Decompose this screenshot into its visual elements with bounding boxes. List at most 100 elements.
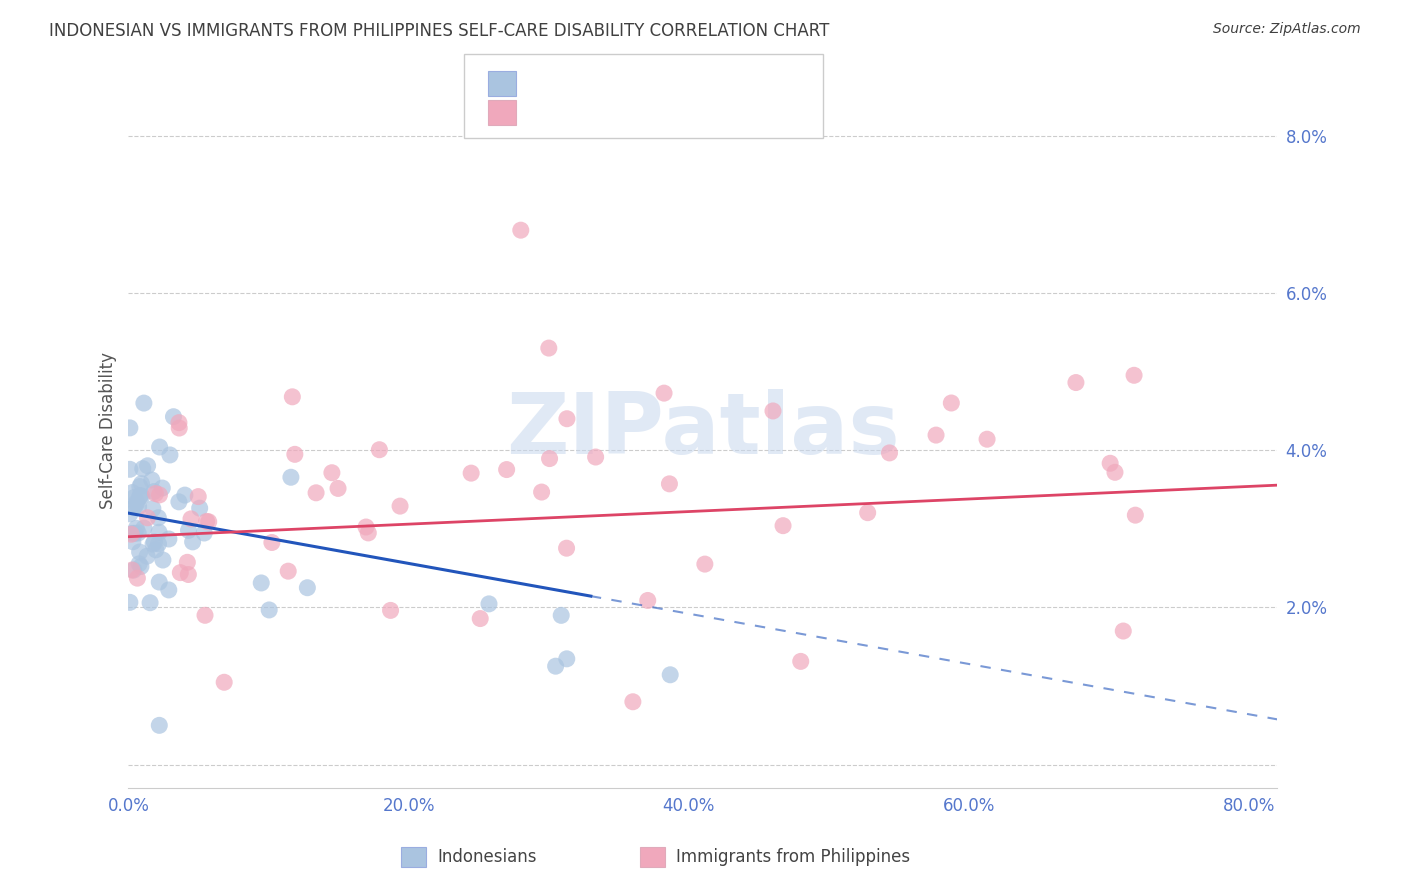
Point [693, 557, 716, 571]
Point [122, 563, 145, 577]
Point [139, 596, 162, 610]
Point [167, 416, 190, 430]
Text: Indonesians: Indonesians [437, 848, 537, 866]
Point [128, 500, 150, 514]
Point [297, 581, 319, 595]
Point [141, 473, 163, 487]
Point [389, 499, 412, 513]
Point [128, 479, 150, 493]
Point [537, 341, 560, 355]
Point [169, 566, 191, 580]
Point [177, 567, 200, 582]
Point [118, 421, 141, 435]
Point [530, 485, 553, 500]
Point [121, 563, 143, 577]
Point [167, 421, 190, 435]
Point [121, 485, 143, 500]
Y-axis label: Self-Care Disability: Self-Care Disability [100, 352, 117, 509]
Point [118, 462, 141, 476]
Point [181, 534, 204, 549]
Point [125, 521, 148, 535]
Point [122, 491, 145, 505]
Point [145, 486, 167, 500]
Point [194, 608, 217, 623]
Point [118, 595, 141, 609]
Point [132, 521, 155, 535]
Point [354, 520, 377, 534]
Point [321, 466, 343, 480]
Point [167, 495, 190, 509]
Point [762, 404, 785, 418]
Point [176, 555, 198, 569]
Text: R =: R = [527, 103, 564, 121]
Text: R =: R = [527, 75, 564, 93]
Point [162, 409, 184, 424]
Point [177, 524, 200, 538]
Point [128, 545, 150, 559]
Point [478, 597, 501, 611]
Point [976, 432, 998, 446]
Point [555, 541, 578, 556]
Point [277, 564, 299, 578]
Point [550, 608, 572, 623]
Point [509, 223, 531, 237]
Point [145, 542, 167, 557]
Point [125, 498, 148, 512]
Point [132, 396, 155, 410]
Text: 0.079: 0.079 [561, 103, 613, 121]
Point [470, 611, 492, 625]
Text: -0.297: -0.297 [561, 75, 614, 93]
Point [120, 527, 142, 541]
Point [143, 534, 166, 549]
Point [305, 485, 328, 500]
Point [538, 451, 561, 466]
Point [148, 510, 170, 524]
Point [250, 576, 273, 591]
Point [129, 559, 152, 574]
Text: INDONESIAN VS IMMIGRANTS FROM PHILIPPINES SELF-CARE DISABILITY CORRELATION CHART: INDONESIAN VS IMMIGRANTS FROM PHILIPPINE… [49, 22, 830, 40]
Point [879, 446, 901, 460]
Point [142, 501, 165, 516]
Point [124, 526, 146, 541]
Point [193, 526, 215, 541]
Point [1123, 368, 1146, 383]
Text: Source: ZipAtlas.com: Source: ZipAtlas.com [1213, 22, 1361, 37]
Text: N =: N = [633, 75, 681, 93]
Point [180, 512, 202, 526]
Point [142, 484, 165, 499]
Point [122, 534, 145, 549]
Point [1099, 456, 1122, 470]
Point [925, 428, 948, 442]
Point [495, 462, 517, 476]
Point [173, 488, 195, 502]
Point [555, 652, 578, 666]
Point [790, 654, 813, 668]
Point [658, 476, 681, 491]
Point [637, 593, 659, 607]
Point [148, 525, 170, 540]
Point [122, 500, 145, 515]
Point [148, 488, 170, 502]
Point [280, 470, 302, 484]
Point [284, 447, 307, 461]
Point [260, 535, 283, 549]
Point [128, 557, 150, 571]
Point [136, 549, 159, 564]
Point [136, 458, 159, 473]
Point [129, 489, 152, 503]
Point [127, 571, 149, 585]
Point [652, 386, 675, 401]
Point [326, 482, 349, 496]
Point [257, 603, 280, 617]
Point [129, 489, 152, 503]
Point [188, 501, 211, 516]
Point [856, 506, 879, 520]
Point [152, 553, 174, 567]
Point [159, 448, 181, 462]
Point [460, 466, 482, 480]
Point [195, 515, 218, 529]
Point [148, 575, 170, 590]
Point [368, 442, 391, 457]
Point [555, 411, 578, 425]
Point [148, 537, 170, 551]
